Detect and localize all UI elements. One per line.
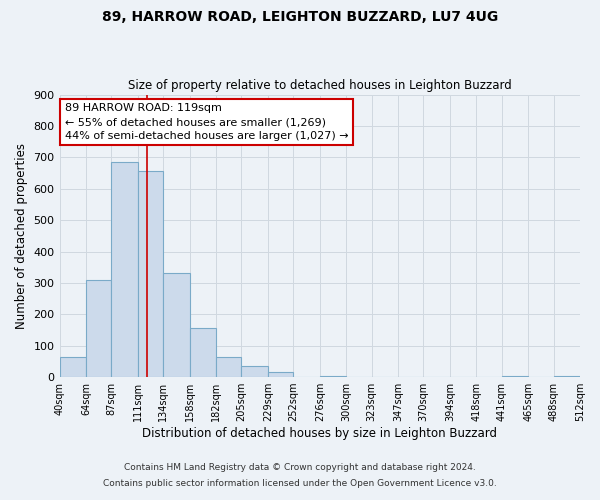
Text: 89, HARROW ROAD, LEIGHTON BUZZARD, LU7 4UG: 89, HARROW ROAD, LEIGHTON BUZZARD, LU7 4… bbox=[102, 10, 498, 24]
Bar bbox=[59, 356, 86, 377]
Bar bbox=[112, 162, 138, 377]
Bar bbox=[190, 328, 216, 377]
Bar bbox=[554, 376, 580, 377]
X-axis label: Distribution of detached houses by size in Leighton Buzzard: Distribution of detached houses by size … bbox=[142, 427, 497, 440]
Bar bbox=[163, 274, 190, 377]
Bar bbox=[502, 376, 528, 377]
Bar bbox=[241, 366, 268, 377]
Title: Size of property relative to detached houses in Leighton Buzzard: Size of property relative to detached ho… bbox=[128, 79, 512, 92]
Text: 89 HARROW ROAD: 119sqm
← 55% of detached houses are smaller (1,269)
44% of semi-: 89 HARROW ROAD: 119sqm ← 55% of detached… bbox=[65, 103, 349, 141]
Bar bbox=[216, 356, 241, 377]
Text: Contains public sector information licensed under the Open Government Licence v3: Contains public sector information licen… bbox=[103, 478, 497, 488]
Bar bbox=[320, 376, 346, 377]
Bar bbox=[86, 280, 112, 377]
Bar bbox=[138, 172, 163, 377]
Y-axis label: Number of detached properties: Number of detached properties bbox=[15, 143, 28, 329]
Text: Contains HM Land Registry data © Crown copyright and database right 2024.: Contains HM Land Registry data © Crown c… bbox=[124, 464, 476, 472]
Bar bbox=[268, 372, 293, 377]
